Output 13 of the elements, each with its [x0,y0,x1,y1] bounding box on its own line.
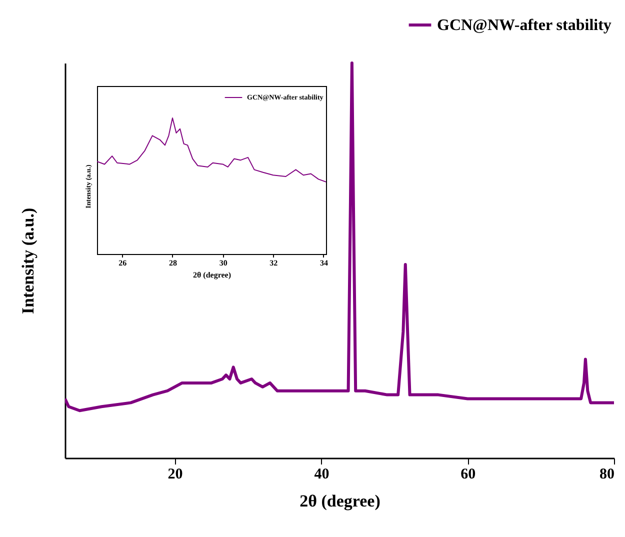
x-tick-label: 60 [460,466,476,482]
x-tick-label: 40 [314,466,330,482]
x-tick-label: 26 [118,258,127,268]
x-tick-label: 20 [168,466,183,482]
x-axis-title: 2θ (degree) [192,270,232,280]
x-tick-label: 32 [270,258,278,268]
x-tick-label: 34 [320,258,328,268]
x-axis-title: 2θ (degree) [300,492,380,510]
x-tick-label: 28 [168,258,177,268]
x-tick-label: 80 [600,466,614,482]
x-tick-label: 30 [219,258,228,268]
y-axis-title: Intensity (a.u.) [18,208,38,314]
legend-label: GCN@NW-after stability [437,17,612,34]
